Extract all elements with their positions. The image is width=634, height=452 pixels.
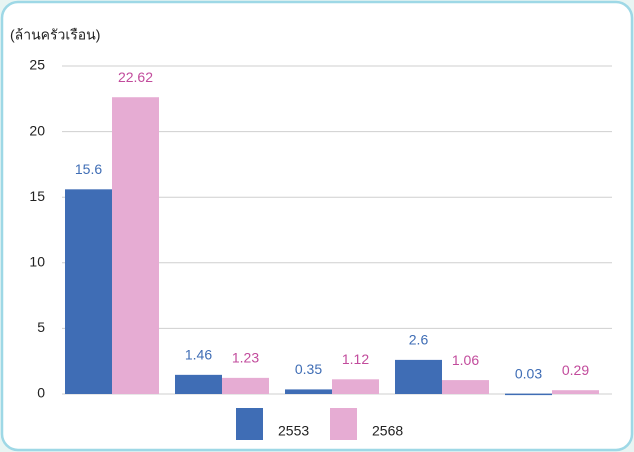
bar: [222, 377, 269, 394]
bar: [175, 374, 222, 394]
bar: [112, 97, 159, 395]
value-label: 1.06: [452, 352, 479, 368]
y-axis-label: (ล้านครัวเรือน): [10, 27, 100, 43]
legend-swatch: [330, 408, 357, 440]
value-label: 2.6: [409, 332, 429, 348]
value-label: 22.62: [118, 69, 153, 85]
legend-label: 2568: [372, 423, 403, 439]
bar: [395, 359, 442, 394]
bar: [552, 390, 599, 394]
y-tick-label: 10: [29, 254, 45, 270]
legend-label: 2553: [278, 423, 309, 439]
bar: [285, 389, 332, 394]
y-tick-label: 20: [29, 122, 45, 138]
legend-swatch: [236, 408, 263, 440]
value-label: 1.46: [185, 347, 212, 363]
y-tick-label: 0: [37, 385, 45, 401]
value-label: 0.03: [515, 365, 542, 381]
y-tick-label: 25: [29, 57, 45, 73]
bar: [505, 393, 552, 396]
y-tick-label: 5: [37, 319, 45, 335]
bar: [332, 379, 379, 394]
value-label: 0.35: [295, 361, 322, 377]
bar: [65, 189, 112, 394]
value-label: 15.6: [75, 161, 102, 177]
value-label: 1.23: [232, 350, 259, 366]
bar: [442, 380, 489, 394]
value-label: 0.29: [562, 362, 589, 378]
y-tick-label: 15: [29, 188, 45, 204]
value-label: 1.12: [342, 351, 369, 367]
